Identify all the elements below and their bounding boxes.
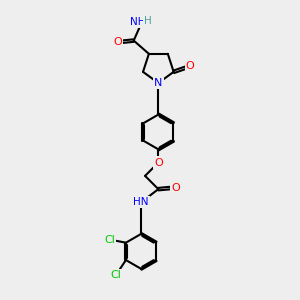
Text: H: H <box>144 16 152 26</box>
Text: Cl: Cl <box>104 235 115 244</box>
Text: NH: NH <box>130 17 146 27</box>
Text: O: O <box>113 37 122 47</box>
Text: N: N <box>154 78 163 88</box>
Text: O: O <box>186 61 194 71</box>
Text: HN: HN <box>133 197 149 207</box>
Text: O: O <box>154 158 163 168</box>
Text: Cl: Cl <box>110 270 121 280</box>
Text: O: O <box>171 183 180 193</box>
